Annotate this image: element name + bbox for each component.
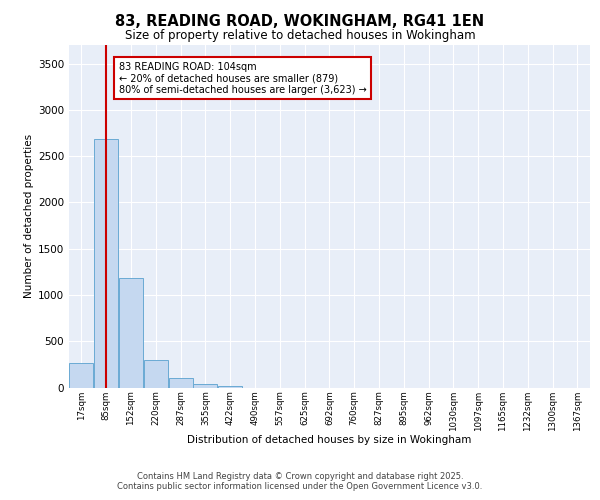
Text: Contains public sector information licensed under the Open Government Licence v3: Contains public sector information licen… [118, 482, 482, 491]
Y-axis label: Number of detached properties: Number of detached properties [24, 134, 34, 298]
Bar [70, 362, 94, 388]
Text: 83, READING ROAD, WOKINGHAM, RG41 1EN: 83, READING ROAD, WOKINGHAM, RG41 1EN [115, 14, 485, 29]
Bar [193, 384, 217, 388]
Bar [169, 378, 193, 388]
X-axis label: Distribution of detached houses by size in Wokingham: Distribution of detached houses by size … [187, 435, 472, 445]
Text: 83 READING ROAD: 104sqm
← 20% of detached houses are smaller (879)
80% of semi-d: 83 READING ROAD: 104sqm ← 20% of detache… [119, 62, 367, 95]
Text: Size of property relative to detached houses in Wokingham: Size of property relative to detached ho… [125, 29, 475, 42]
Bar [218, 386, 242, 388]
Text: Contains HM Land Registry data © Crown copyright and database right 2025.: Contains HM Land Registry data © Crown c… [137, 472, 463, 481]
Bar [119, 278, 143, 388]
Bar [94, 140, 118, 388]
Bar [144, 360, 168, 388]
